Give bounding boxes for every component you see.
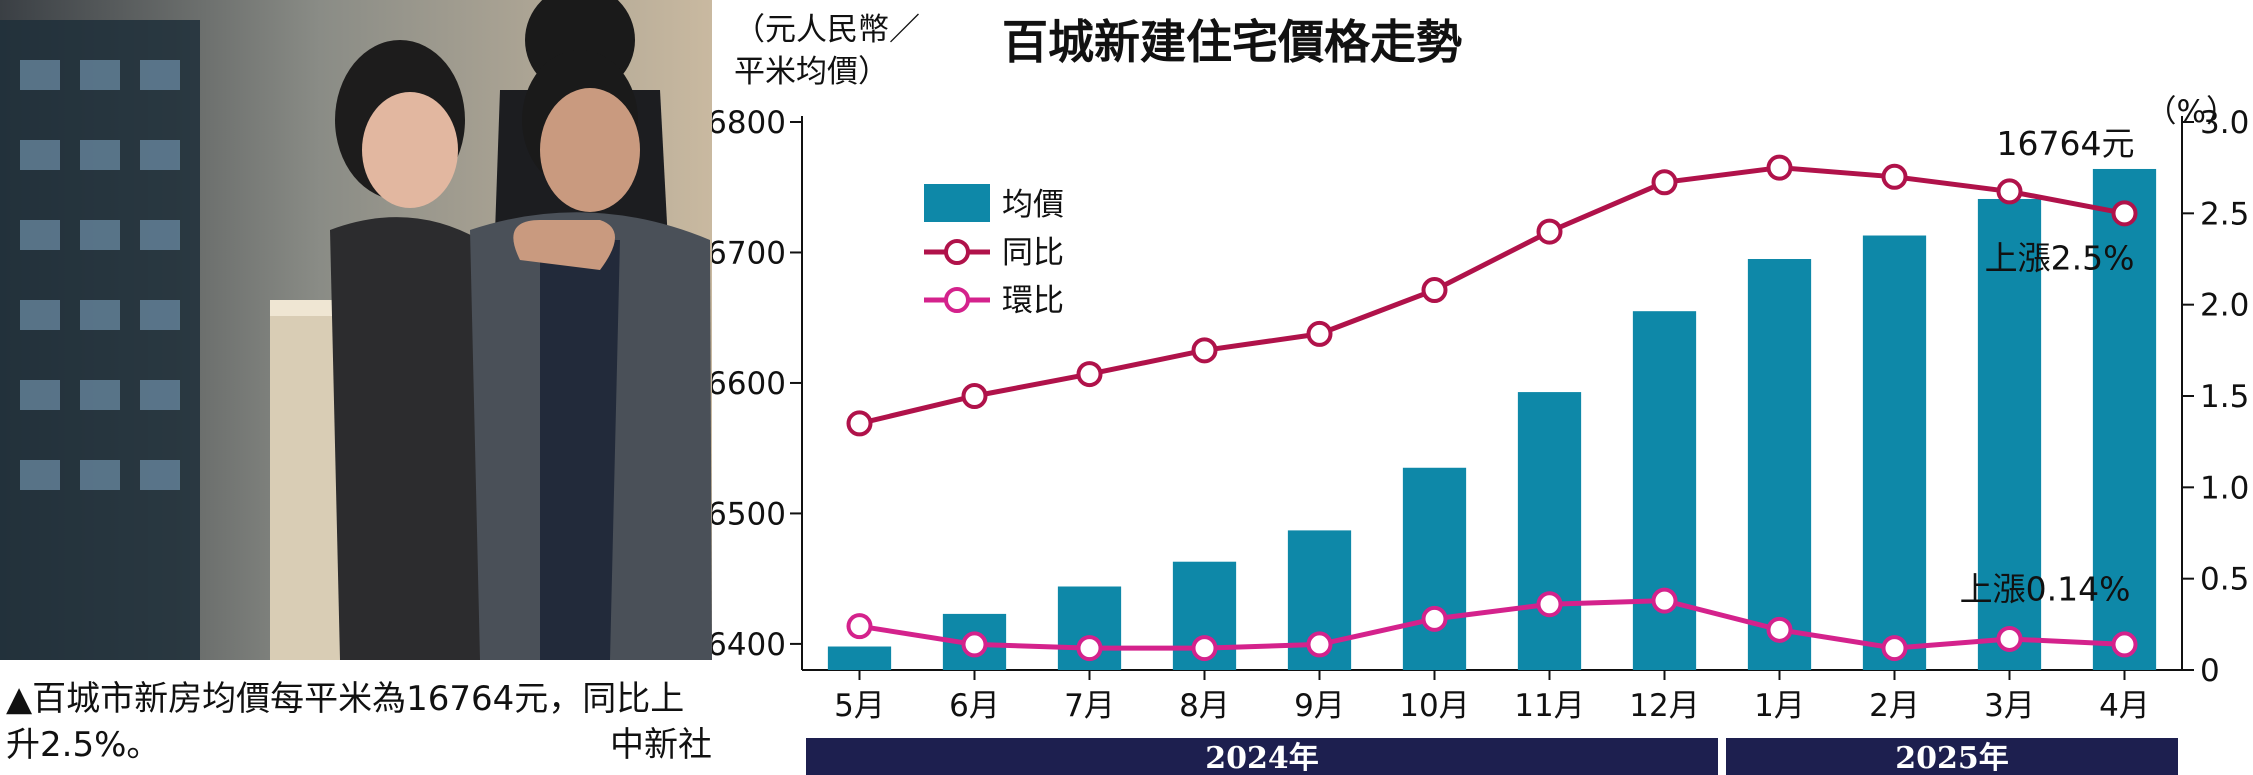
bar xyxy=(1977,198,2042,670)
caption-text: ▲百城市新房均價每平米為16764元，同比上升2.5%。 xyxy=(6,679,685,765)
x-tick-label: 4月 xyxy=(2099,688,2150,724)
line-point xyxy=(1076,361,1103,388)
news-photo xyxy=(0,0,712,660)
line-point xyxy=(1881,635,1908,662)
left-tick-label: 16700 xyxy=(712,235,786,271)
legend-label: 環比 xyxy=(1002,283,1064,319)
chart-title-group: 百城新建住宅價格走勢 xyxy=(1002,15,1462,69)
x-tick-label: 6月 xyxy=(949,688,1000,724)
left-tick-label: 16800 xyxy=(712,105,786,141)
line-point xyxy=(1536,591,1563,618)
photo-icon xyxy=(0,0,712,660)
bar xyxy=(1632,311,1697,670)
left-tick-label: 16400 xyxy=(712,627,786,663)
x-tick-label: 1月 xyxy=(1754,688,1805,724)
year-bands: 2024年 2025年 xyxy=(806,738,2178,775)
bar xyxy=(1862,235,1927,670)
line-point xyxy=(1766,616,1793,643)
legend-swatch xyxy=(924,184,990,222)
right-tick-label: 1.5 xyxy=(2200,379,2249,415)
x-tick-label: 8月 xyxy=(1179,688,1230,724)
price-trend-chart: 百城新建住宅價格走勢 （元人民幣／ 平米均價） （%） 164001650016… xyxy=(712,12,2249,775)
year-band xyxy=(1726,738,2178,775)
series-line xyxy=(859,598,2125,651)
line-point xyxy=(1191,635,1218,662)
line-series-2 xyxy=(846,587,2138,662)
line-point xyxy=(846,410,873,437)
x-tick-label: 2月 xyxy=(1869,688,1920,724)
right-axis-label: （%） xyxy=(2146,94,2237,130)
line-point xyxy=(1306,320,1333,347)
year-band xyxy=(806,738,1718,775)
line-series xyxy=(846,154,2138,662)
left-tick-label: 16500 xyxy=(712,496,786,532)
bar xyxy=(2092,168,2157,670)
right-tick-label: 0 xyxy=(2200,653,2220,689)
line-point xyxy=(1191,337,1218,364)
right-tick-label: 0.5 xyxy=(2200,562,2249,598)
line-point xyxy=(846,613,873,640)
x-tick-label: 12月 xyxy=(1629,688,1699,724)
line-point xyxy=(1651,587,1678,614)
line-point xyxy=(1651,169,1678,196)
left-axis-label-line2: 平米均價） xyxy=(734,54,889,90)
left-tick-label: 16600 xyxy=(712,366,786,402)
x-tick-label: 7月 xyxy=(1064,688,1115,724)
line-point xyxy=(961,631,988,658)
x-tick-label: 10月 xyxy=(1399,688,1469,724)
right-tick-label: 1.0 xyxy=(2200,470,2249,506)
annotation-price: 16764元 xyxy=(1997,124,2135,163)
line-point xyxy=(2111,631,2138,658)
line-point xyxy=(1996,625,2023,652)
right-tick-label: 2.5 xyxy=(2200,196,2249,232)
line-point xyxy=(1421,605,1448,632)
line-point xyxy=(1536,218,1563,245)
bar-series xyxy=(827,168,2157,670)
bar xyxy=(1517,392,1582,670)
x-axis-labels: 5月 6月 7月 8月 9月 10月 11月 12月 1月 2月 3月 4月 xyxy=(834,670,2150,724)
x-tick-label: 3月 xyxy=(1984,688,2035,724)
photo-caption: ▲百城市新房均價每平米為16764元，同比上升2.5%。 中新社 xyxy=(6,676,712,768)
legend-marker xyxy=(944,239,970,265)
year-label: 2024年 xyxy=(1205,741,1319,775)
annotation-yoy: 上漲2.5% xyxy=(1985,238,2135,277)
series-line xyxy=(858,165,2125,426)
x-tick-label: 5月 xyxy=(834,688,885,724)
x-tick-label: 11月 xyxy=(1514,688,1584,724)
legend-label: 同比 xyxy=(1002,235,1064,271)
bar xyxy=(1402,467,1467,670)
line-point xyxy=(1881,163,1908,190)
line-point xyxy=(1421,277,1448,304)
line-series-1 xyxy=(846,154,2138,437)
chart-axes: 16400 16500 16600 16700 16800 0 0.5 1.0 1.5 2.0 2.… xyxy=(712,105,2249,689)
caption-source: 中新社 xyxy=(610,725,712,765)
line-point xyxy=(1766,154,1793,181)
line-point xyxy=(1076,635,1103,662)
chart-title: 百城新建住宅價格走勢 xyxy=(1002,15,1462,69)
legend-marker xyxy=(944,287,970,313)
annotation-mom: 上漲0.14% xyxy=(1960,569,2131,608)
x-tick-label: 9月 xyxy=(1294,688,1345,724)
line-point xyxy=(2111,200,2138,227)
legend-label: 均價 xyxy=(1002,187,1064,223)
line-point xyxy=(1306,631,1333,658)
year-label: 2025年 xyxy=(1895,741,2009,775)
left-axis-label-line1: （元人民幣／ xyxy=(734,12,920,48)
line-point xyxy=(961,383,988,409)
bar xyxy=(1747,259,1812,670)
bar xyxy=(827,646,892,670)
right-tick-label: 2.0 xyxy=(2200,288,2249,324)
right-tick-label: 3.0 xyxy=(2200,105,2249,141)
line-point xyxy=(1996,178,2023,205)
